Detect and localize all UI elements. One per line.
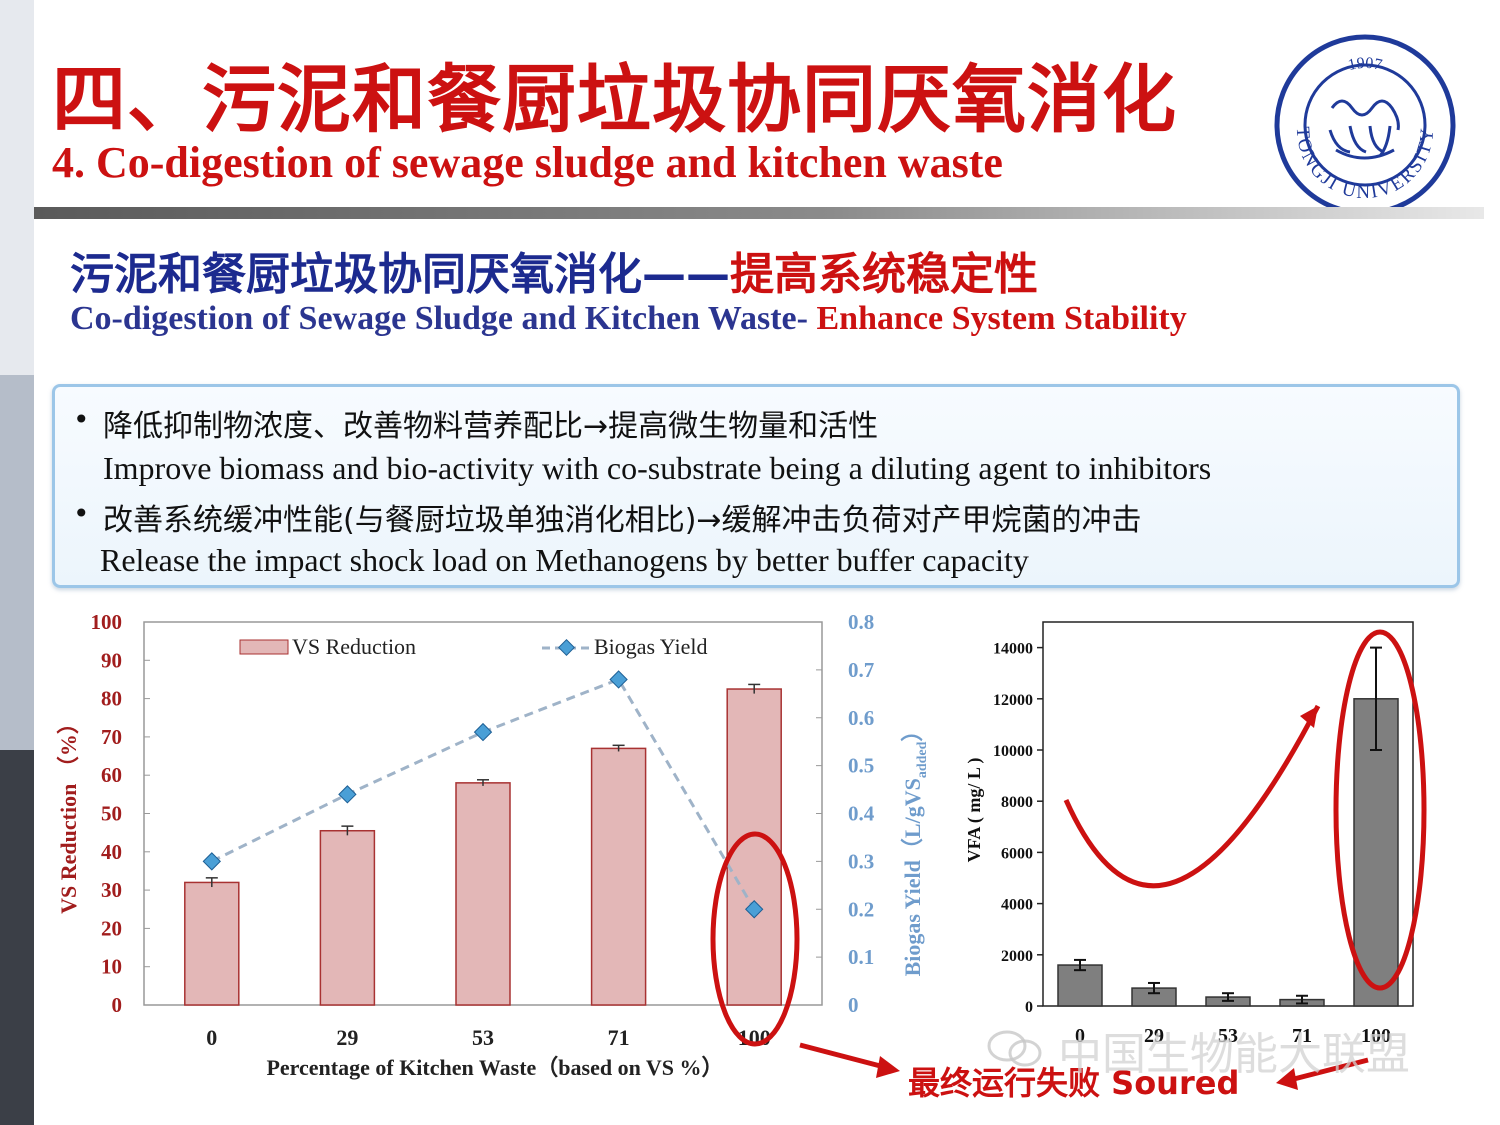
chart2-y-tick-label: 4000 (1001, 897, 1033, 914)
chart2-bar-vfa (1057, 964, 1103, 1007)
chart1-y-tick-label: 20 (101, 916, 122, 940)
chart1-y-tick-label: 80 (101, 687, 122, 711)
chart1-biogas-point (202, 852, 221, 871)
chart1-y2-tick-label: 0.3 (848, 849, 874, 873)
chart1-y-tick-label: 40 (101, 840, 122, 864)
bullet-1-english: Improve biomass and bio-activity with co… (103, 450, 1212, 486)
chart1-y2-tick-label: 0.7 (848, 658, 874, 682)
side-band-middle (0, 375, 34, 750)
chart1-y-tick-label: 90 (101, 648, 122, 672)
chart1-y-tick-label: 60 (101, 763, 122, 787)
section-title-chinese-main: 污泥和餐厨垃圾协同厌氧消化—— (70, 249, 730, 300)
chart1-x-tick-label: 0 (206, 1025, 217, 1050)
chart1-y2-axis-title-main: Biogas Yield（L/gVS (900, 778, 925, 976)
bullet-2-chinese: 改善系统缓冲性能(与餐厨垃圾单独消化相比)→缓解冲击负荷对产甲烷菌的冲击 (103, 503, 1142, 538)
chart2-y-tick-label: 6000 (1001, 845, 1033, 862)
key-points-box: • 降低抑制物浓度、改善物料营养配比→提高微生物量和活性 Improve bio… (52, 384, 1460, 588)
chart1-bar-vs-reduction (319, 829, 376, 1006)
chart1-biogas-point (745, 900, 764, 919)
chart1-biogas-point (473, 722, 493, 742)
chart1-y-tick-label: 0 (112, 993, 123, 1017)
chart1-legend: VS Reduction Biogas Yield (239, 634, 707, 659)
chart2-x-tick-label: 100 (1361, 1025, 1391, 1047)
chart1-bar-vs-reduction (455, 782, 511, 1006)
slide-title-english: 4. Co-digestion of sewage sludge and kit… (52, 138, 1003, 187)
side-band-bottom (0, 750, 34, 1125)
chart2-y-tick-label: 12000 (993, 692, 1033, 709)
annotation-text: 最终运行失败 Soured (908, 1064, 1240, 1102)
chart1-y2-tick-label: 0.8 (848, 610, 874, 634)
tongji-university-seal: TONGJI UNIVERSITY 1907 (1274, 34, 1456, 216)
chart1-y-tick-label: 10 (101, 955, 122, 979)
chart2-y-tick-label: 8000 (1001, 794, 1033, 811)
chart1-biogas-point (609, 670, 628, 689)
chart1-bar-vs-reduction (590, 747, 647, 1006)
chart2-x-tick-label: 0 (1075, 1025, 1085, 1047)
watermark-text: 中国生物能大联盟 (1058, 1029, 1410, 1080)
wechat-icon (987, 1030, 1042, 1067)
chart1-y2-tick-label: 0.5 (848, 754, 874, 778)
chart1-y-tick-label: 100 (91, 610, 123, 634)
vfa-chart: 0 2000 4000 6000 8000 10000 12000 14000 0 29 53 71… (964, 621, 1427, 1047)
chart1-x-tick-label: 53 (472, 1025, 494, 1050)
legend-bar-label: VS Reduction (292, 634, 416, 659)
chart2-trend-arrowhead (1300, 706, 1318, 728)
chart2-y-tick-label: 2000 (1001, 948, 1033, 965)
chart1-y2-tick-label: 0.1 (848, 945, 874, 969)
bullet-1-chinese: 降低抑制物浓度、改善物料营养配比→提高微生物量和活性 (103, 409, 879, 444)
chart1-y-tick-label: 70 (101, 725, 122, 749)
chart1-y2-tick-label: 0.4 (848, 802, 875, 826)
chart1-y2-tick-label: 0.6 (848, 706, 874, 730)
chart2-trend-arrow (1063, 704, 1321, 889)
chart1-biogas-point (338, 785, 357, 804)
chart2-y-tick-label: 14000 (993, 641, 1033, 658)
chart1-highlight-ellipse (710, 831, 800, 1047)
legend-line-label: Biogas Yield (594, 634, 707, 659)
chart1-bar-vs-reduction (184, 881, 240, 1006)
vs-reduction-biogas-chart: 0 10 20 30 40 50 60 70 80 90 100 0 0.1 0.2 0.3 0.4 0.5 0… (56, 610, 930, 1080)
slide-title-chinese: 四、污泥和餐厨垃圾协同厌氧消化 (52, 57, 1177, 143)
section-title-english: Co-digestion of Sewage Sludge and Kitche… (70, 300, 1187, 338)
chart2-y-axis-title: VFA ( mg/ L ) (964, 758, 985, 863)
seal-name-text: TONGJI UNIVERSITY (1292, 126, 1439, 203)
legend-bar-swatch (239, 639, 289, 655)
chart2-x-tick-label: 71 (1292, 1025, 1312, 1047)
chart1-y2-axis-title-close: ） (900, 720, 925, 742)
chart1-y-tick-label: 30 (101, 878, 122, 902)
chart1-y2-tick-label: 0.2 (848, 897, 874, 921)
section-title-english-main: Co-digestion of Sewage Sludge and Kitche… (70, 300, 817, 337)
chart2-y-tick-label: 0 (1025, 999, 1033, 1016)
chart1-y2-tick-label: 0 (848, 993, 859, 1017)
chart2-x-tick-label: 53 (1218, 1025, 1238, 1047)
section-title-english-highlight: Enhance System Stability (816, 300, 1187, 337)
bullet-2-english: Release the impact shock load on Methano… (100, 542, 1029, 578)
chart1-x-axis-title: Percentage of Kitchen Waste（based on VS … (266, 1055, 723, 1080)
chart2-y-tick-label: 10000 (993, 743, 1033, 760)
chart1-x-tick-label: 29 (336, 1025, 358, 1050)
section-title-chinese: 污泥和餐厨垃圾协同厌氧消化——提高系统稳定性 (70, 238, 1038, 302)
chart1-y2-axis-title-subscript: added (915, 741, 930, 778)
bullet-dot-1: • (73, 403, 90, 436)
chart1-x-tick-label: 71 (608, 1025, 630, 1050)
chart1-y-axis-title: VS Reduction （%） (56, 712, 81, 914)
chart1-y2-axis-title: Biogas Yield（L/gVSadded） (900, 720, 930, 977)
side-band-top (0, 0, 34, 375)
header-divider (34, 207, 1484, 219)
chart2-highlight-ellipse (1333, 629, 1427, 991)
chart1-y-tick-label: 50 (101, 802, 122, 826)
bullet-dot-2: • (73, 497, 90, 530)
legend-line-marker (558, 639, 575, 656)
chart2-x-tick-label: 29 (1144, 1025, 1164, 1047)
section-title-chinese-highlight: 提高系统稳定性 (730, 249, 1038, 300)
